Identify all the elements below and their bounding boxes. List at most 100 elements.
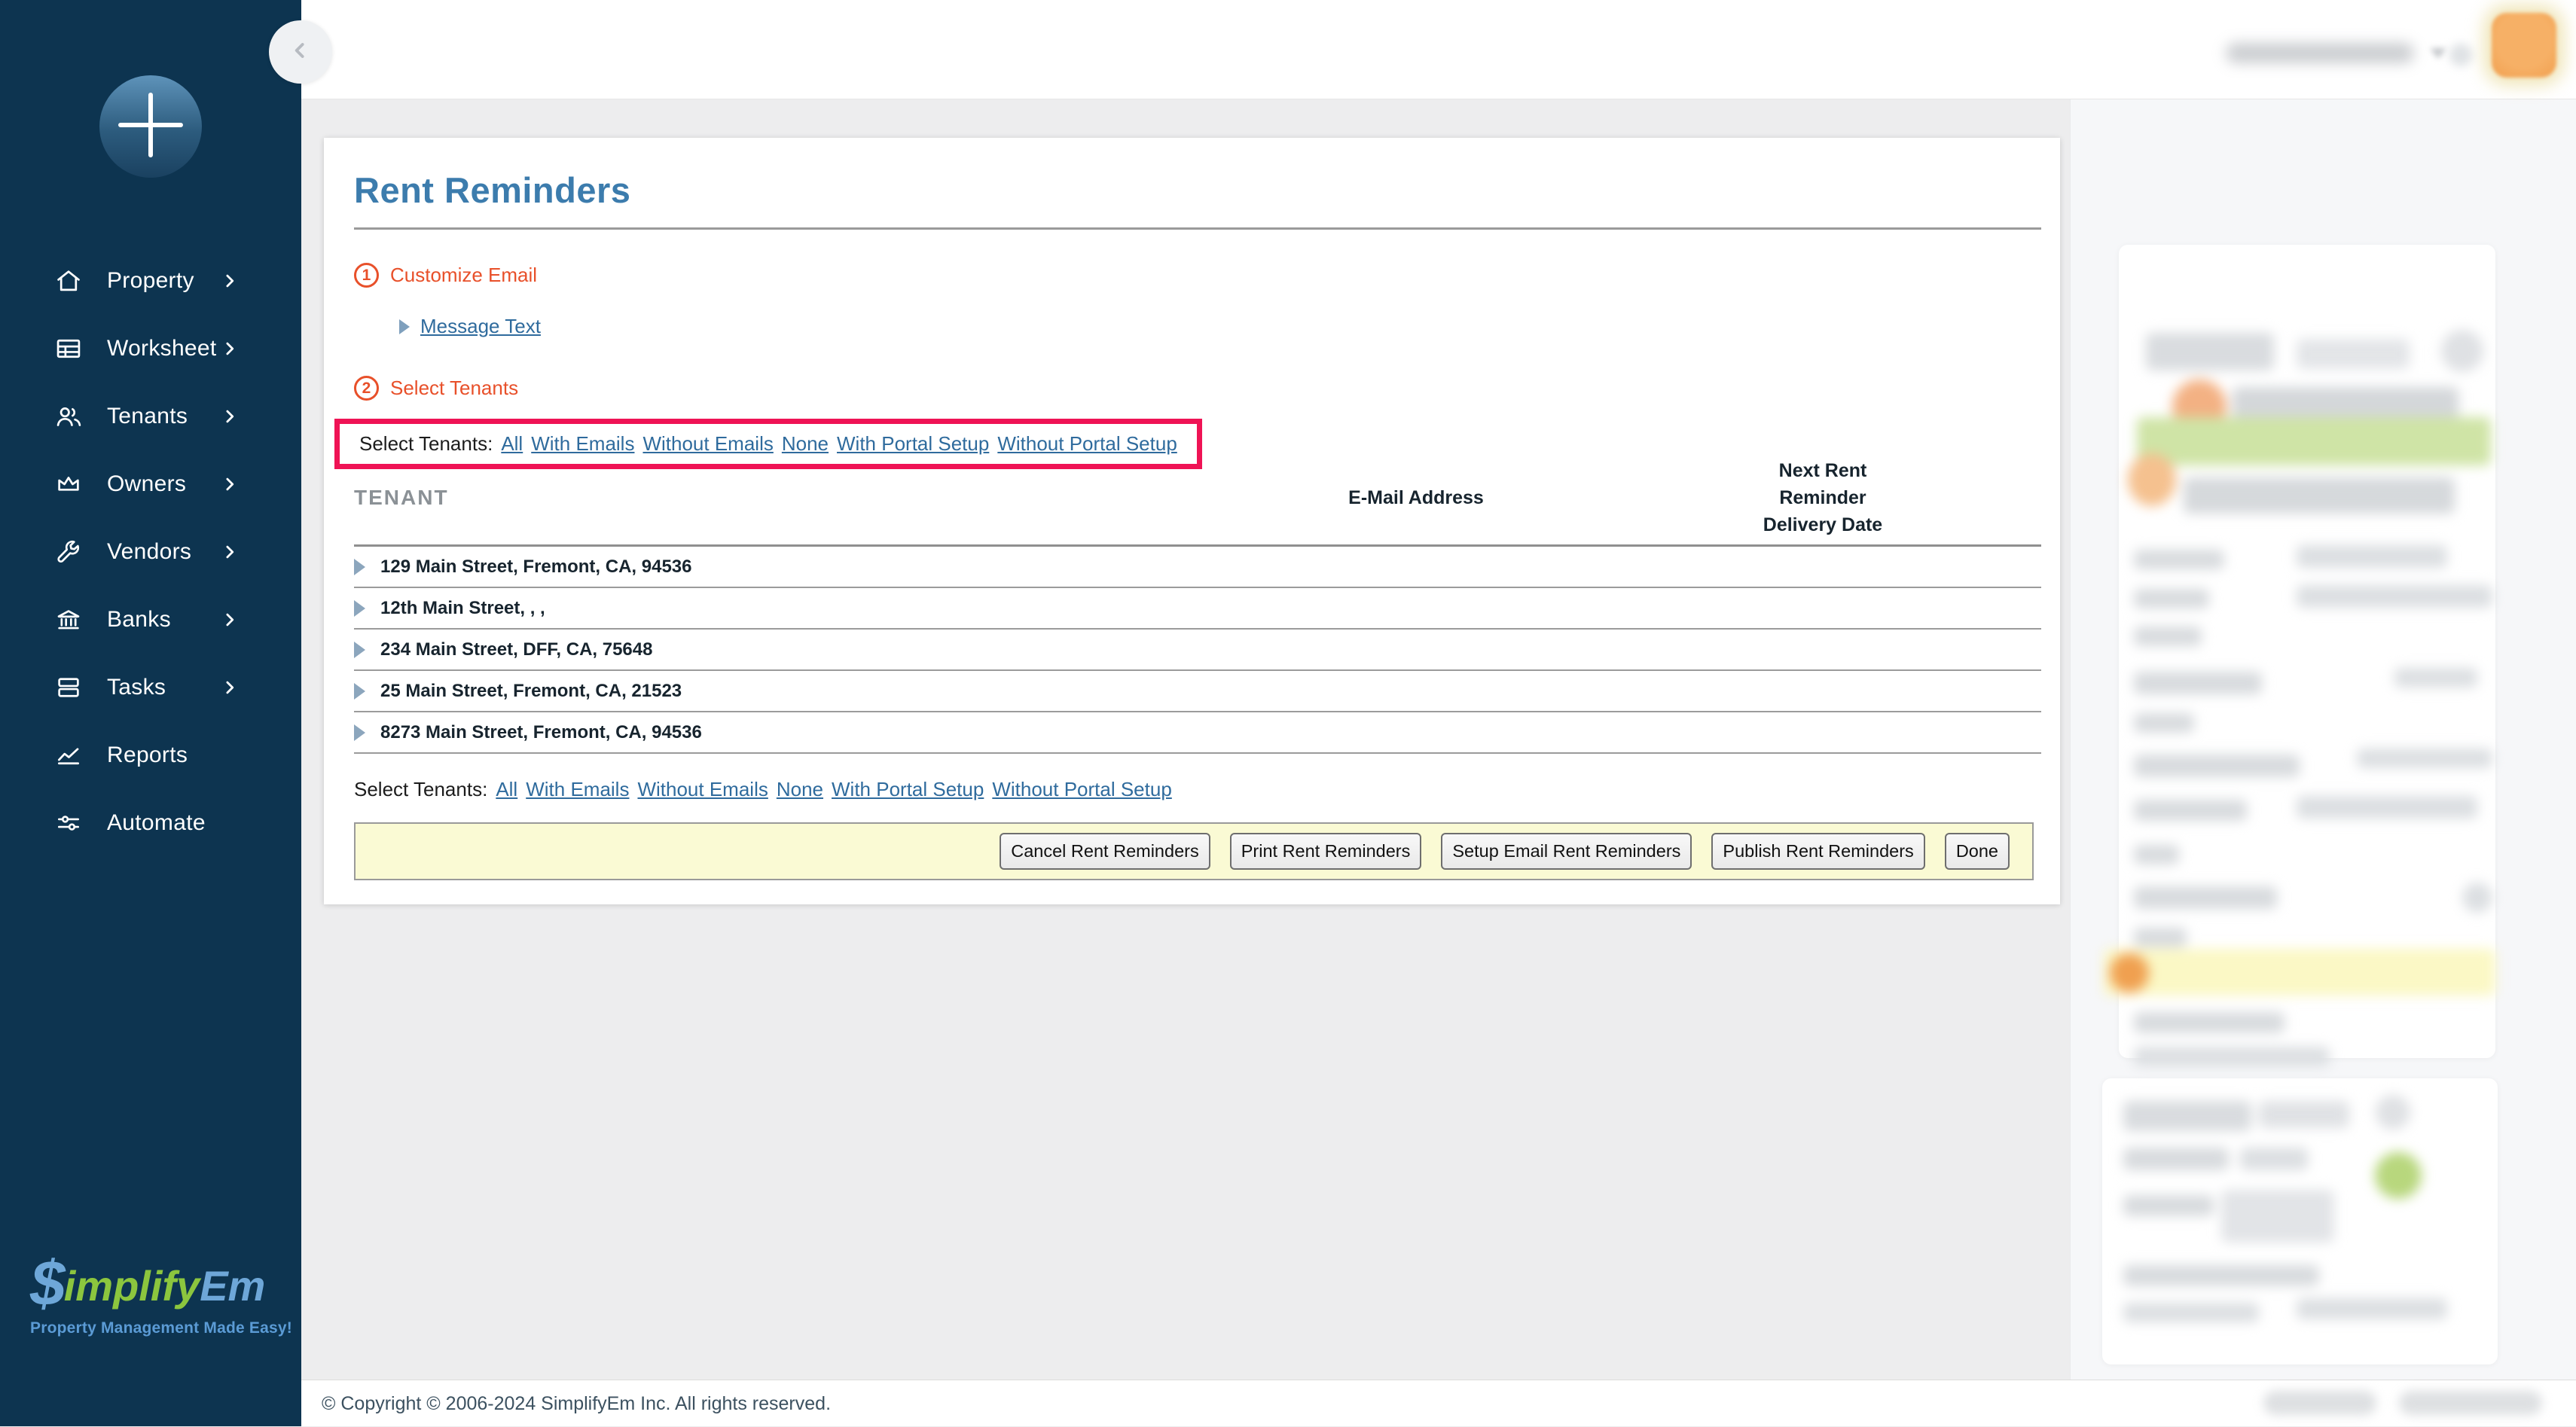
select-tenants-highlight-box: Select Tenants: All With Emails Without … xyxy=(334,419,1202,469)
account-email-redacted[interactable] xyxy=(2226,43,2414,63)
logo-simplify: implify xyxy=(63,1262,200,1310)
expand-triangle-icon xyxy=(399,319,410,334)
link-with-portal-setup[interactable]: With Portal Setup xyxy=(837,432,990,455)
page-title: Rent Reminders xyxy=(354,170,631,210)
chevron-right-icon xyxy=(218,270,241,292)
row-expand-icon[interactable] xyxy=(354,682,365,700)
link-without-emails[interactable]: Without Emails xyxy=(637,778,768,800)
collapse-sidebar-button[interactable] xyxy=(269,20,332,84)
tenant-details-panel-redacted xyxy=(2070,99,2576,1380)
publish-rent-reminders-button[interactable]: Publish Rent Reminders xyxy=(1711,833,1925,870)
footer: © Copyright © 2006-2024 SimplifyEm Inc. … xyxy=(301,1380,2576,1426)
sidebar-item-automate[interactable]: Automate xyxy=(0,789,301,857)
link-none[interactable]: None xyxy=(776,778,824,800)
home-icon xyxy=(54,267,87,295)
step-select-tenants: 2 Select Tenants xyxy=(354,376,2041,401)
row-expand-icon[interactable] xyxy=(354,558,365,575)
tasks-icon xyxy=(54,673,87,702)
sidebar-item-label: Reports xyxy=(107,742,188,767)
email-column-header: E-Mail Address xyxy=(1348,486,1484,508)
redacted-dot xyxy=(2449,44,2472,66)
sidebar-item-label: Owners xyxy=(107,471,187,496)
table-row[interactable]: 12th Main Street, , , xyxy=(354,588,2041,630)
link-all[interactable]: All xyxy=(501,432,523,455)
worksheet-icon xyxy=(54,334,87,363)
select-tenants-label: Select Tenants: xyxy=(359,432,493,455)
chevron-left-icon xyxy=(288,38,313,67)
step-label: Customize Email xyxy=(390,264,538,286)
chevron-right-icon xyxy=(218,337,241,360)
redacted-card xyxy=(2119,245,2495,1058)
tenant-column-header: TENANT xyxy=(354,486,449,509)
people-icon xyxy=(54,402,87,431)
link-without-emails[interactable]: Without Emails xyxy=(642,432,774,455)
redacted-footer-link xyxy=(2399,1391,2542,1415)
sidebar-item-vendors[interactable]: Vendors xyxy=(0,518,301,586)
avatar[interactable] xyxy=(2492,13,2556,78)
chevron-down-icon[interactable] xyxy=(2430,48,2446,59)
table-row[interactable]: 8273 Main Street, Fremont, CA, 94536 xyxy=(354,712,2041,754)
sidebar-item-label: Automate xyxy=(107,810,206,835)
copyright-text: © Copyright © 2006-2024 SimplifyEm Inc. … xyxy=(322,1393,832,1414)
cancel-rent-reminders-button[interactable]: Cancel Rent Reminders xyxy=(1000,833,1210,870)
sidebar-item-owners[interactable]: Owners xyxy=(0,450,301,518)
title-divider xyxy=(354,227,2041,230)
tenant-address: 12th Main Street, , , xyxy=(380,597,545,618)
sidebar-item-label: Banks xyxy=(107,607,171,632)
logo-em: Em xyxy=(200,1262,266,1310)
message-text-link[interactable]: Message Text xyxy=(420,315,541,337)
plus-icon xyxy=(114,89,187,165)
row-expand-icon[interactable] xyxy=(354,724,365,741)
sidebar-item-banks[interactable]: Banks xyxy=(0,586,301,654)
table-header: TENANT E-Mail Address Next Rent Reminder… xyxy=(354,457,2041,547)
sidebar-item-label: Property xyxy=(107,268,194,293)
sidebar-item-label: Vendors xyxy=(107,539,192,564)
sidebar-item-tenants[interactable]: Tenants xyxy=(0,383,301,450)
sidebar-item-label: Tasks xyxy=(107,675,166,700)
tenant-address: 234 Main Street, DFF, CA, 75648 xyxy=(380,639,653,660)
logo-tagline: Property Management Made Easy! xyxy=(30,1319,292,1337)
next-rent-column-header: Next Rent Reminder Delivery Date xyxy=(1763,460,1883,535)
add-new-button[interactable] xyxy=(99,75,202,178)
sidebar-item-reports[interactable]: Reports xyxy=(0,721,301,789)
link-all[interactable]: All xyxy=(496,778,518,800)
row-expand-icon[interactable] xyxy=(354,641,365,658)
chevron-right-icon xyxy=(218,473,241,495)
setup-email-rent-reminders-button[interactable]: Setup Email Rent Reminders xyxy=(1441,833,1692,870)
link-with-portal-setup[interactable]: With Portal Setup xyxy=(832,778,984,800)
print-rent-reminders-button[interactable]: Print Rent Reminders xyxy=(1229,833,1422,870)
table-row[interactable]: 234 Main Street, DFF, CA, 75648 xyxy=(354,630,2041,671)
step-number-badge: 1 xyxy=(354,263,379,288)
row-expand-icon[interactable] xyxy=(354,599,365,617)
redacted-footer-link xyxy=(2263,1391,2376,1415)
rent-reminders-card: Rent Reminders 1 Customize Email Message… xyxy=(324,138,2060,904)
step-number-badge: 2 xyxy=(354,376,379,401)
bank-icon xyxy=(54,605,87,634)
message-text-toggle[interactable]: Message Text xyxy=(399,315,2041,338)
link-with-emails[interactable]: With Emails xyxy=(531,432,635,455)
tenant-address: 129 Main Street, Fremont, CA, 94536 xyxy=(380,556,692,577)
chevron-right-icon xyxy=(218,676,241,699)
link-without-portal-setup[interactable]: Without Portal Setup xyxy=(997,432,1177,455)
sidebar-item-label: Worksheet xyxy=(107,336,217,361)
table-row[interactable]: 25 Main Street, Fremont, CA, 21523 xyxy=(354,671,2041,712)
redacted-content xyxy=(2071,99,2576,1380)
crown-icon xyxy=(54,470,87,499)
select-tenants-label: Select Tenants: xyxy=(354,778,488,800)
sidebar-item-property[interactable]: Property xyxy=(0,247,301,315)
simplifyem-logo: $implifyEm Property Management Made Easy… xyxy=(30,1252,292,1337)
table-row[interactable]: 129 Main Street, Fremont, CA, 94536 xyxy=(354,547,2041,588)
sidebar-item-worksheet[interactable]: Worksheet xyxy=(0,315,301,383)
sidebar-item-tasks[interactable]: Tasks xyxy=(0,654,301,721)
sidebar: Property Worksheet Tenants xyxy=(0,0,301,1426)
chevron-right-icon xyxy=(218,541,241,563)
tenant-address: 8273 Main Street, Fremont, CA, 94536 xyxy=(380,721,702,742)
link-none[interactable]: None xyxy=(781,432,829,455)
sidebar-item-label: Tenants xyxy=(107,404,188,428)
action-button-bar: Cancel Rent Reminders Print Rent Reminde… xyxy=(354,822,2034,880)
link-without-portal-setup[interactable]: Without Portal Setup xyxy=(992,778,1172,800)
link-with-emails[interactable]: With Emails xyxy=(526,778,630,800)
step-customize-email: 1 Customize Email xyxy=(354,263,2041,288)
done-button[interactable]: Done xyxy=(1944,833,2010,870)
chart-icon xyxy=(54,741,87,770)
